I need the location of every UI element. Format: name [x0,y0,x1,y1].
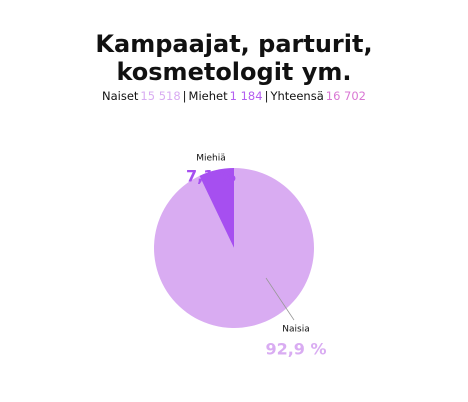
chart-title: Kampaajat, parturit, [95,30,372,58]
total-value: 16 702 [325,89,366,103]
separator: | [182,89,187,103]
slice-label: Miehiä [196,154,226,164]
slice-value-label: 7,1 % [186,167,236,186]
chart-title: kosmetologit ym. [116,58,351,86]
total-name: Miehet [188,89,228,103]
total-value: 15 518 [140,89,181,103]
slice-label: Naisia [282,325,309,335]
total-name: Yhteensä [270,89,324,103]
pie-slice [199,168,234,248]
subtitle: Naiset 15 518 | Miehet 1 184 | Yhteensä 16 702 [0,89,468,103]
total-value: 1 184 [229,89,263,103]
pie [154,168,314,328]
slice-value-label: 92,9 % [265,340,326,359]
leader-line [265,277,295,321]
separator: | [264,89,269,103]
total-name: Naiset [102,89,139,103]
